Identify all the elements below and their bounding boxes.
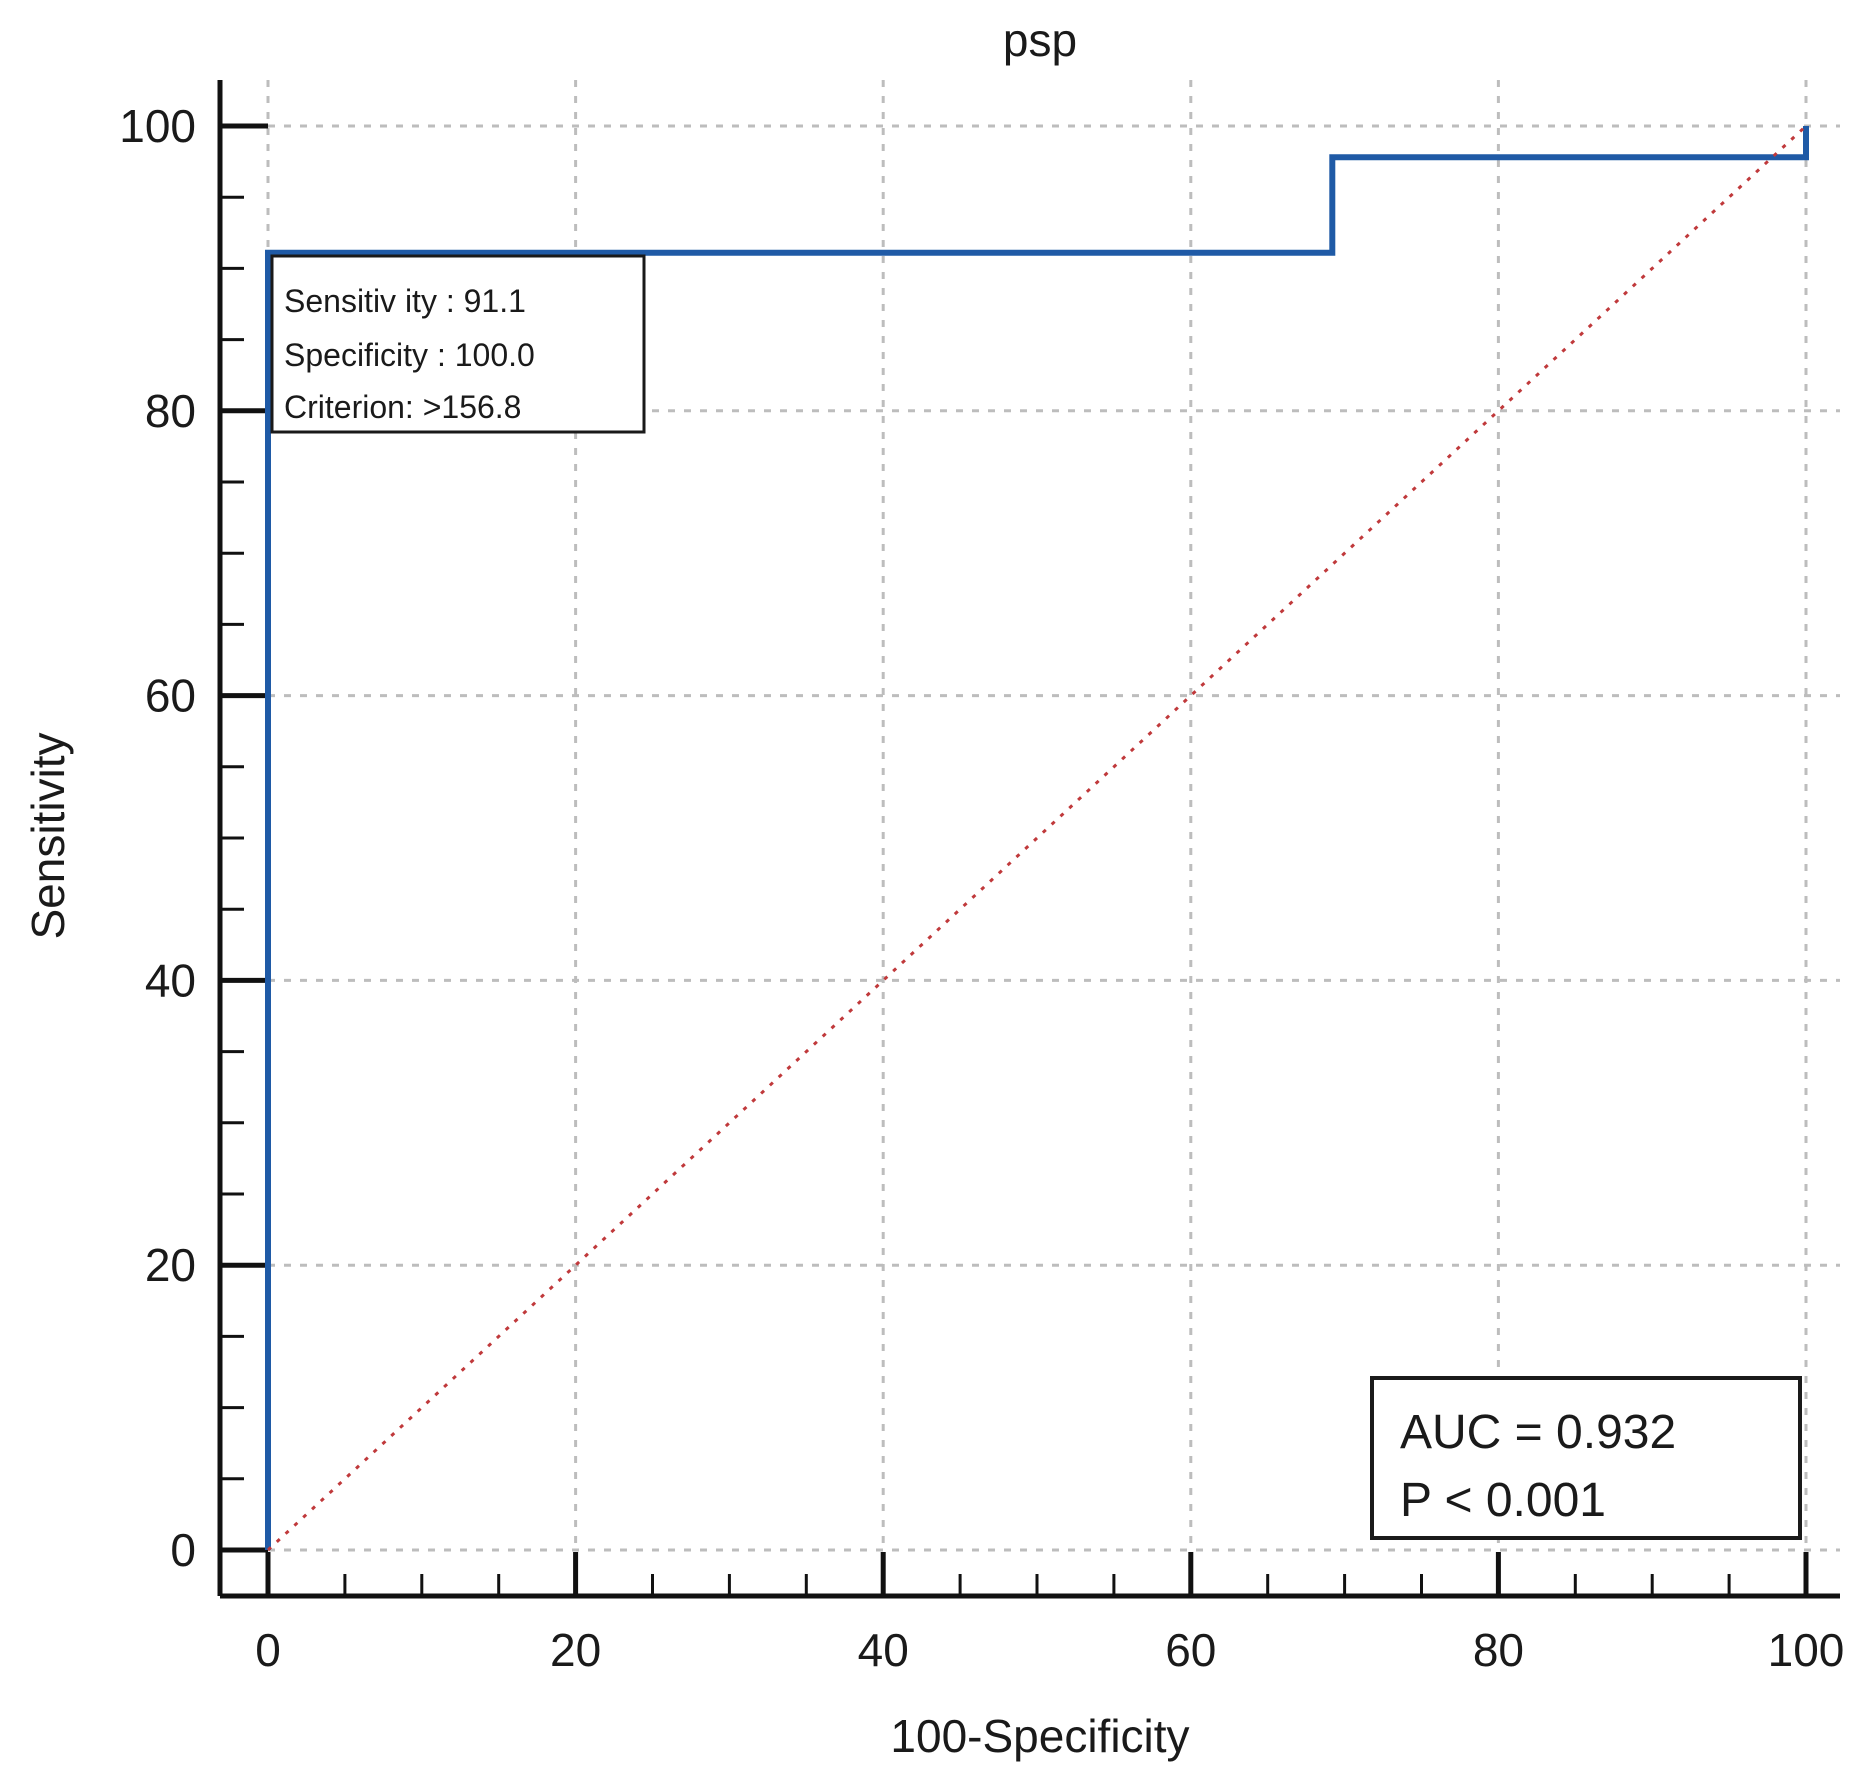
x-axis-label: 100-Specificity	[890, 1710, 1189, 1762]
y-tick-label: 60	[145, 670, 196, 722]
y-tick-labels: 0 20 40 60 80 100	[119, 100, 196, 1576]
criterion-box: Sensitiv ity : 91.1 Specificity : 100.0 …	[270, 254, 646, 434]
criterion-box-frame	[270, 254, 646, 434]
p-value-text: P < 0.001	[1400, 1474, 1606, 1527]
stats-box: AUC = 0.932 P < 0.001	[1370, 1376, 1802, 1540]
y-tick-label: 20	[145, 1239, 196, 1291]
y-tick-label: 100	[119, 100, 196, 152]
grid-lines	[220, 80, 1840, 1596]
criterion-sensitivity-text: Sensitiv ity : 91.1	[284, 283, 526, 319]
x-tick-label: 20	[550, 1624, 601, 1676]
x-tick-label: 80	[1473, 1624, 1524, 1676]
stats-box-frame	[1370, 1376, 1802, 1540]
x-tick-label: 40	[858, 1624, 909, 1676]
series-group	[265, 124, 1809, 1552]
y-axis-label: Sensitivity	[22, 732, 74, 939]
criterion-value-text: Criterion: >156.8	[284, 389, 521, 425]
y-tick-label: 40	[145, 954, 196, 1006]
x-tick-label: 60	[1165, 1624, 1216, 1676]
criterion-specificity-text: Specificity : 100.0	[284, 337, 535, 373]
x-tick-label: 0	[255, 1624, 281, 1676]
auc-text: AUC = 0.932	[1400, 1406, 1676, 1459]
roc-curve-line	[265, 126, 1809, 1550]
y-tick-label: 80	[145, 385, 196, 437]
reference-diagonal-line	[266, 124, 1808, 1552]
x-tick-label: 100	[1768, 1624, 1845, 1676]
y-tick-label: 0	[170, 1524, 196, 1576]
x-tick-labels: 0 20 40 60 80 100	[255, 1624, 1844, 1676]
chart-title: psp	[1003, 14, 1077, 66]
minor-ticks	[220, 195, 1731, 1596]
